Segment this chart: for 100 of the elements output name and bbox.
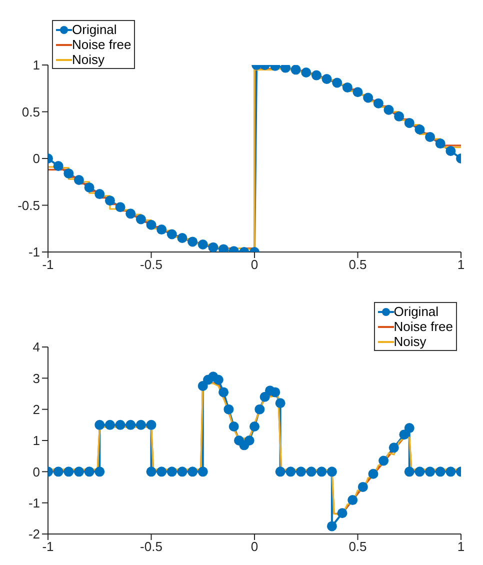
- point: [94, 466, 105, 477]
- point: [218, 387, 229, 398]
- y-tick-label: 0.5: [22, 104, 40, 120]
- point: [399, 430, 410, 440]
- point: [342, 82, 352, 92]
- point: [198, 240, 208, 250]
- point: [435, 466, 446, 477]
- point: [146, 466, 156, 477]
- point: [166, 466, 177, 477]
- point: [301, 67, 312, 78]
- legend-label: Noisy: [394, 334, 426, 349]
- point: [326, 521, 337, 532]
- point: [74, 466, 84, 477]
- y-tick-label: 2: [32, 402, 40, 417]
- x-tick-label: -1: [42, 539, 54, 554]
- point: [84, 466, 94, 477]
- x-tick-label: -0.5: [140, 539, 162, 554]
- point: [64, 466, 74, 477]
- point: [146, 420, 156, 430]
- legend-label: Noise free: [394, 319, 453, 334]
- point: [275, 466, 286, 477]
- point: [435, 138, 446, 149]
- point: [53, 160, 64, 171]
- point: [228, 421, 239, 432]
- y-tick-label: -2: [28, 526, 40, 542]
- point: [104, 196, 115, 206]
- point: [74, 175, 84, 186]
- y-tick-label: 1: [32, 58, 40, 73]
- point: [414, 124, 425, 135]
- point: [373, 98, 384, 108]
- point: [388, 442, 399, 453]
- y-tick-label: 3: [32, 370, 40, 386]
- point: [352, 87, 363, 98]
- point: [64, 168, 74, 178]
- point: [404, 118, 414, 128]
- point: [166, 229, 177, 240]
- x-tick-label: 1: [457, 257, 465, 272]
- point: [94, 189, 105, 200]
- point: [404, 423, 414, 434]
- x-tick-label: 0: [250, 539, 258, 554]
- point: [311, 70, 322, 80]
- point: [84, 182, 94, 192]
- point: [188, 466, 198, 477]
- point: [446, 146, 456, 156]
- legend-label: Original: [72, 22, 117, 37]
- x-tick-label: 0.5: [348, 539, 367, 554]
- point: [208, 242, 218, 252]
- point: [446, 466, 456, 477]
- point: [115, 420, 126, 430]
- legend-label: Original: [394, 304, 439, 319]
- y-tick-label: -1: [28, 244, 40, 260]
- point: [250, 421, 260, 432]
- point: [275, 398, 286, 408]
- point: [177, 466, 188, 477]
- y-tick-label: 4: [32, 340, 40, 355]
- point: [378, 456, 389, 466]
- point: [136, 214, 146, 224]
- point: [213, 374, 224, 385]
- point: [286, 466, 296, 477]
- point: [384, 104, 394, 115]
- point: [177, 232, 188, 243]
- x-tick-label: -0.5: [140, 257, 162, 272]
- point: [115, 202, 126, 212]
- x-tick-label: 0.5: [348, 257, 367, 272]
- x-tick-label: 0: [250, 257, 258, 272]
- point: [126, 208, 136, 219]
- point: [425, 132, 436, 142]
- point: [290, 65, 301, 75]
- point: [425, 466, 436, 477]
- point: [404, 466, 414, 477]
- point: [368, 468, 378, 479]
- point: [270, 387, 280, 398]
- point: [254, 404, 265, 414]
- y-tick-label: 1: [32, 433, 40, 448]
- point: [326, 466, 337, 477]
- legend-label: Noise free: [72, 37, 132, 52]
- point: [296, 466, 306, 477]
- point: [358, 482, 368, 492]
- x-tick-label: -1: [42, 257, 54, 272]
- legend-label: Noisy: [72, 52, 105, 67]
- point: [394, 111, 404, 122]
- point: [414, 466, 425, 477]
- point: [322, 74, 332, 84]
- point: [53, 466, 64, 477]
- point: [306, 466, 316, 477]
- y-tick-label: -1: [28, 495, 40, 510]
- point: [224, 404, 234, 414]
- point: [244, 436, 254, 446]
- point: [136, 420, 146, 430]
- x-tick-label: 1: [457, 539, 465, 554]
- point: [363, 92, 374, 103]
- point: [94, 420, 105, 430]
- point: [348, 495, 358, 506]
- y-tick-label: 0: [32, 151, 40, 166]
- point: [188, 236, 198, 247]
- y-tick-label: -0.5: [18, 198, 40, 213]
- point: [332, 78, 342, 88]
- point: [316, 466, 327, 477]
- y-tick-label: 0: [32, 464, 40, 480]
- point: [104, 420, 115, 430]
